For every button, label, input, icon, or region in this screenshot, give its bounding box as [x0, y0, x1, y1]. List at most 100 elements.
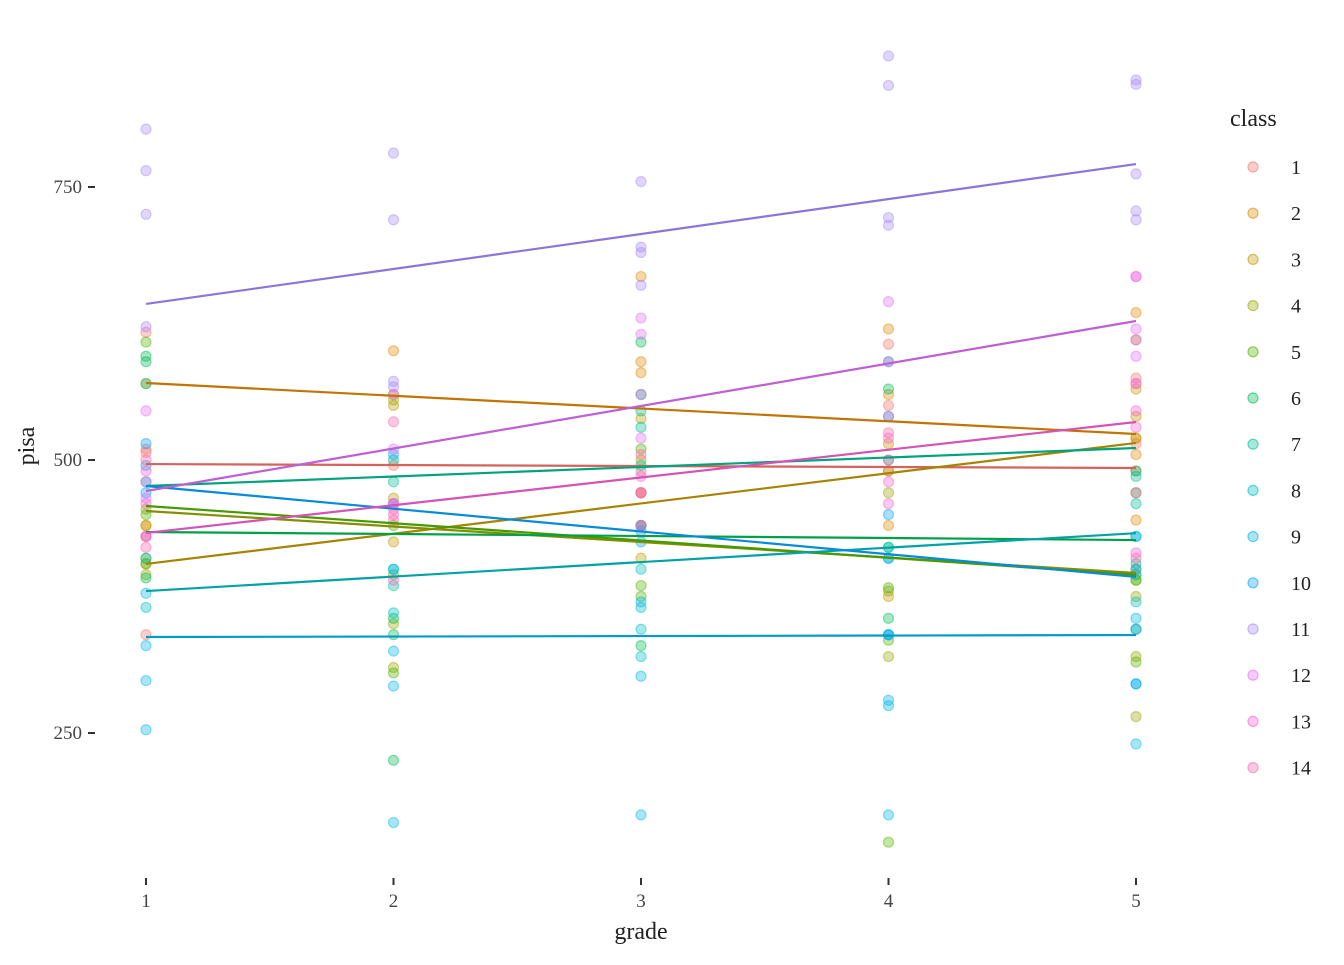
point-class-4: [635, 487, 647, 499]
point-class-12: [387, 388, 400, 401]
point-class-6: [635, 388, 647, 401]
point-class-5: [635, 579, 647, 592]
legend-title: class: [1230, 106, 1277, 132]
point-class-8: [635, 650, 647, 663]
trend-line-class-12: [145, 319, 1137, 493]
point-class-9: [387, 816, 400, 829]
x-tick-label: 2: [389, 891, 399, 912]
point-class-3: [387, 399, 400, 411]
point-class-6: [1130, 623, 1142, 635]
point-class-9: [140, 640, 152, 652]
point-class-6: [882, 383, 895, 395]
point-class-5: [1130, 656, 1142, 668]
point-class-8: [635, 623, 647, 635]
point-class-6: [882, 612, 895, 624]
point-class-6: [635, 336, 647, 348]
point-class-2: [635, 367, 647, 379]
legend-label-7: 7: [1291, 434, 1301, 456]
point-class-11: [882, 219, 895, 231]
point-class-2: [882, 388, 895, 401]
x-tick-label: 3: [636, 891, 646, 912]
point-class-9: [1130, 738, 1142, 750]
point-class-9: [635, 596, 647, 608]
point-class-13: [1130, 270, 1142, 283]
point-class-13: [882, 476, 895, 488]
point-class-9: [140, 724, 152, 736]
legend-key-7: [1247, 438, 1259, 450]
y-tick-label: 250: [54, 723, 83, 744]
point-class-9: [1130, 678, 1142, 690]
point-class-4: [1130, 650, 1142, 663]
point-class-10: [140, 438, 152, 450]
point-class-7: [387, 476, 400, 488]
point-class-9: [882, 700, 895, 712]
point-class-6: [387, 629, 400, 641]
legend-key-1: [1247, 161, 1259, 173]
legend-key-11: [1247, 623, 1259, 635]
legend-label-2: 2: [1291, 203, 1301, 225]
trend-line-class-10: [145, 484, 1137, 579]
point-class-5: [882, 836, 895, 848]
trend-line-class-9: [145, 633, 1137, 639]
point-class-7: [635, 421, 647, 433]
point-class-8: [387, 607, 400, 619]
point-class-11: [140, 165, 152, 177]
legend-key-12: [1247, 669, 1259, 681]
point-class-2: [635, 356, 647, 368]
point-class-2: [1130, 306, 1142, 319]
point-class-1: [882, 399, 895, 411]
point-class-5: [882, 582, 895, 594]
legend-key-5: [1247, 346, 1259, 358]
point-class-11: [635, 241, 647, 253]
point-class-13: [882, 432, 895, 444]
point-class-11: [140, 321, 152, 333]
legend-label-4: 4: [1291, 296, 1301, 318]
point-class-12: [1130, 350, 1142, 362]
legend-label-8: 8: [1291, 480, 1301, 502]
point-class-13: [1130, 421, 1142, 433]
point-class-12: [635, 312, 647, 324]
point-class-3: [1130, 334, 1142, 346]
point-class-11: [882, 79, 895, 92]
point-class-13: [882, 498, 895, 510]
y-tick-label: 750: [54, 177, 83, 198]
point-class-12: [1130, 377, 1142, 390]
point-class-4: [387, 661, 400, 674]
legend-key-10: [1247, 577, 1259, 589]
point-class-13: [635, 519, 647, 532]
point-class-6: [1130, 487, 1142, 499]
point-class-4: [387, 618, 400, 630]
point-class-1: [140, 446, 152, 458]
point-class-11: [140, 123, 152, 135]
legend-label-13: 13: [1291, 711, 1311, 733]
trend-line-class-3: [145, 441, 1137, 566]
legend-label-5: 5: [1291, 342, 1301, 364]
legend-label-10: 10: [1291, 573, 1311, 595]
trend-line-class-7: [145, 446, 1137, 488]
point-class-9: [1130, 612, 1142, 624]
lines-layer: [145, 162, 1137, 639]
point-class-1: [140, 629, 152, 641]
point-class-8: [635, 563, 647, 575]
point-class-2: [882, 519, 895, 532]
point-class-5: [635, 443, 647, 455]
y-axis: 250 500 750: [54, 177, 95, 744]
point-class-3: [1130, 410, 1142, 422]
trend-line-class-2: [145, 381, 1137, 436]
point-class-11: [387, 147, 400, 159]
trend-line-class-13: [145, 420, 1137, 535]
point-class-9: [387, 645, 400, 657]
point-class-12: [882, 356, 895, 368]
point-class-6: [635, 640, 647, 652]
point-class-14: [140, 541, 152, 553]
legend-key-14: [1247, 761, 1259, 774]
point-class-1: [140, 443, 152, 455]
point-class-3: [387, 492, 400, 504]
point-class-11: [140, 208, 152, 220]
legend-key-2: [1247, 207, 1259, 219]
point-class-11: [635, 246, 647, 259]
point-class-3: [387, 536, 400, 548]
point-class-11: [635, 175, 647, 188]
point-class-13: [140, 530, 152, 543]
trend-line-class-5: [145, 504, 1137, 577]
